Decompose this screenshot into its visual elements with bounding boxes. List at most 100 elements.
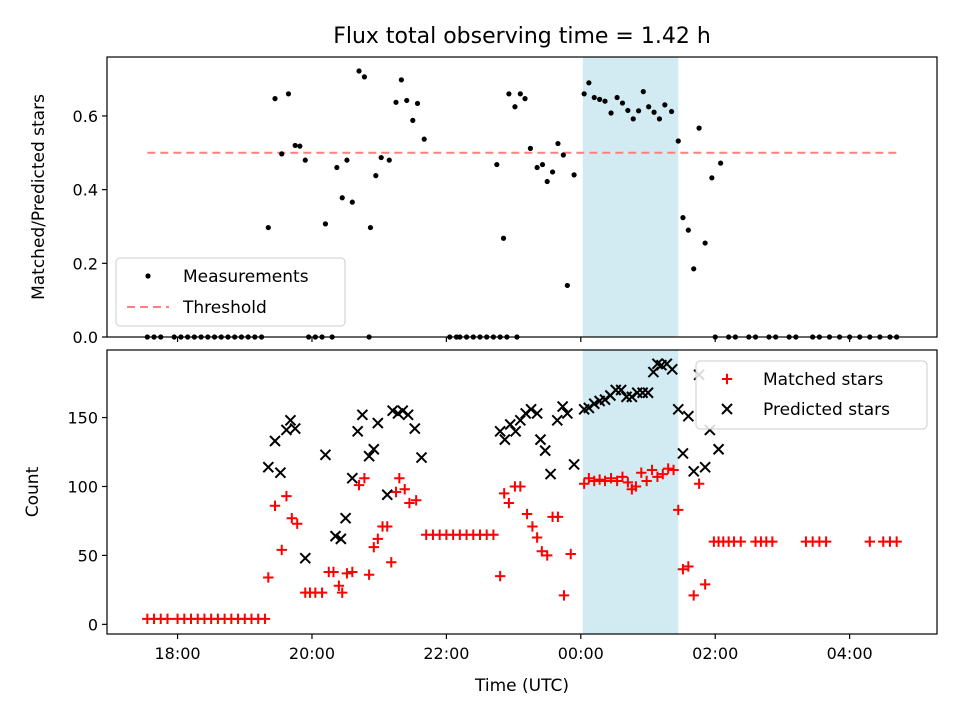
data-point <box>346 472 359 484</box>
data-point <box>402 409 414 421</box>
data-point <box>668 464 679 476</box>
legend-box <box>695 360 928 430</box>
data-point <box>565 548 576 560</box>
data-point <box>274 466 287 479</box>
chart-title: Flux total observing time = 1.42 h <box>333 24 711 49</box>
data-point <box>673 504 684 516</box>
data-point <box>404 97 410 104</box>
data-point <box>410 117 416 123</box>
data-point <box>494 161 500 168</box>
data-point <box>302 157 308 163</box>
observing-window-span <box>582 57 679 337</box>
data-point <box>691 266 697 272</box>
data-point <box>337 587 348 598</box>
data-point <box>409 422 421 435</box>
data-point <box>410 495 422 506</box>
data-point <box>322 221 329 227</box>
data-point <box>262 461 275 473</box>
data-point <box>636 108 642 114</box>
series-measurements <box>144 68 900 340</box>
data-point <box>717 160 724 166</box>
data-point <box>680 215 686 221</box>
data-point <box>339 512 352 524</box>
data-point <box>625 107 631 114</box>
data-point <box>581 91 587 97</box>
x-tick-label: 20:00 <box>289 644 335 663</box>
data-point <box>335 533 347 545</box>
data-point <box>349 199 355 205</box>
data-point <box>646 104 652 110</box>
data-point <box>289 422 301 435</box>
data-point <box>544 178 550 185</box>
data-point <box>334 164 340 171</box>
data-point <box>675 138 681 144</box>
data-point <box>386 157 392 163</box>
legend-marker-measurements <box>145 273 151 279</box>
data-point <box>652 471 663 483</box>
data-point <box>597 96 603 102</box>
data-point <box>617 471 628 483</box>
data-point <box>404 497 415 509</box>
data-point <box>767 536 778 547</box>
x-tick-label: 02:00 <box>692 644 738 663</box>
data-point <box>646 464 658 476</box>
data-point <box>316 587 328 598</box>
y-tick-label: 0.4 <box>73 181 98 200</box>
legend-label: Matched stars <box>763 370 883 390</box>
data-point <box>558 590 570 601</box>
data-point <box>709 175 715 181</box>
data-point <box>662 102 668 108</box>
data-point <box>292 142 298 149</box>
data-point <box>578 478 590 489</box>
data-point <box>641 475 652 487</box>
data-point <box>503 497 515 509</box>
data-point <box>279 151 285 157</box>
top-panel-matched-ratio: 0.0 0.2 0.4 0.6 Matched/Predicted stars Measu… <box>29 56 938 347</box>
data-point <box>531 532 543 543</box>
data-point <box>640 89 646 95</box>
data-point <box>272 96 278 102</box>
series-predicted-stars <box>262 358 725 564</box>
data-point <box>614 94 620 101</box>
legend: Matched stars Predicted stars <box>695 360 928 430</box>
data-point <box>363 450 375 462</box>
data-point <box>319 449 332 461</box>
data-point <box>549 169 556 175</box>
y-tick-label: 0.2 <box>73 254 98 273</box>
legend-label: Measurements <box>183 267 309 287</box>
data-point <box>583 473 595 484</box>
data-point <box>556 400 569 413</box>
data-point <box>605 473 617 484</box>
y-tick-label: 0.0 <box>73 328 98 347</box>
data-point <box>382 521 393 532</box>
data-point <box>591 94 597 101</box>
data-point <box>683 561 694 572</box>
data-point <box>351 425 364 438</box>
data-point <box>685 227 691 233</box>
data-point <box>608 110 614 116</box>
data-point <box>399 484 410 495</box>
data-point <box>527 145 534 151</box>
x-tick-label: 04:00 <box>827 644 873 663</box>
data-point <box>699 579 711 590</box>
data-point <box>359 473 370 484</box>
legend-marker-predicted <box>721 403 733 415</box>
data-point <box>662 463 674 474</box>
data-point <box>688 465 700 478</box>
data-point <box>561 407 574 420</box>
data-point <box>555 140 561 147</box>
data-point <box>356 409 369 421</box>
data-point <box>488 529 499 540</box>
data-point <box>286 512 298 524</box>
data-point <box>630 116 636 122</box>
data-point <box>539 161 546 168</box>
data-point <box>259 613 271 625</box>
data-point <box>372 533 384 545</box>
y-tick-label: 0 <box>88 615 98 634</box>
data-point <box>699 461 711 473</box>
data-point <box>368 541 380 553</box>
data-point <box>265 224 271 231</box>
data-point <box>525 403 537 415</box>
plot-frame <box>106 349 938 635</box>
plot-frame <box>106 56 938 338</box>
